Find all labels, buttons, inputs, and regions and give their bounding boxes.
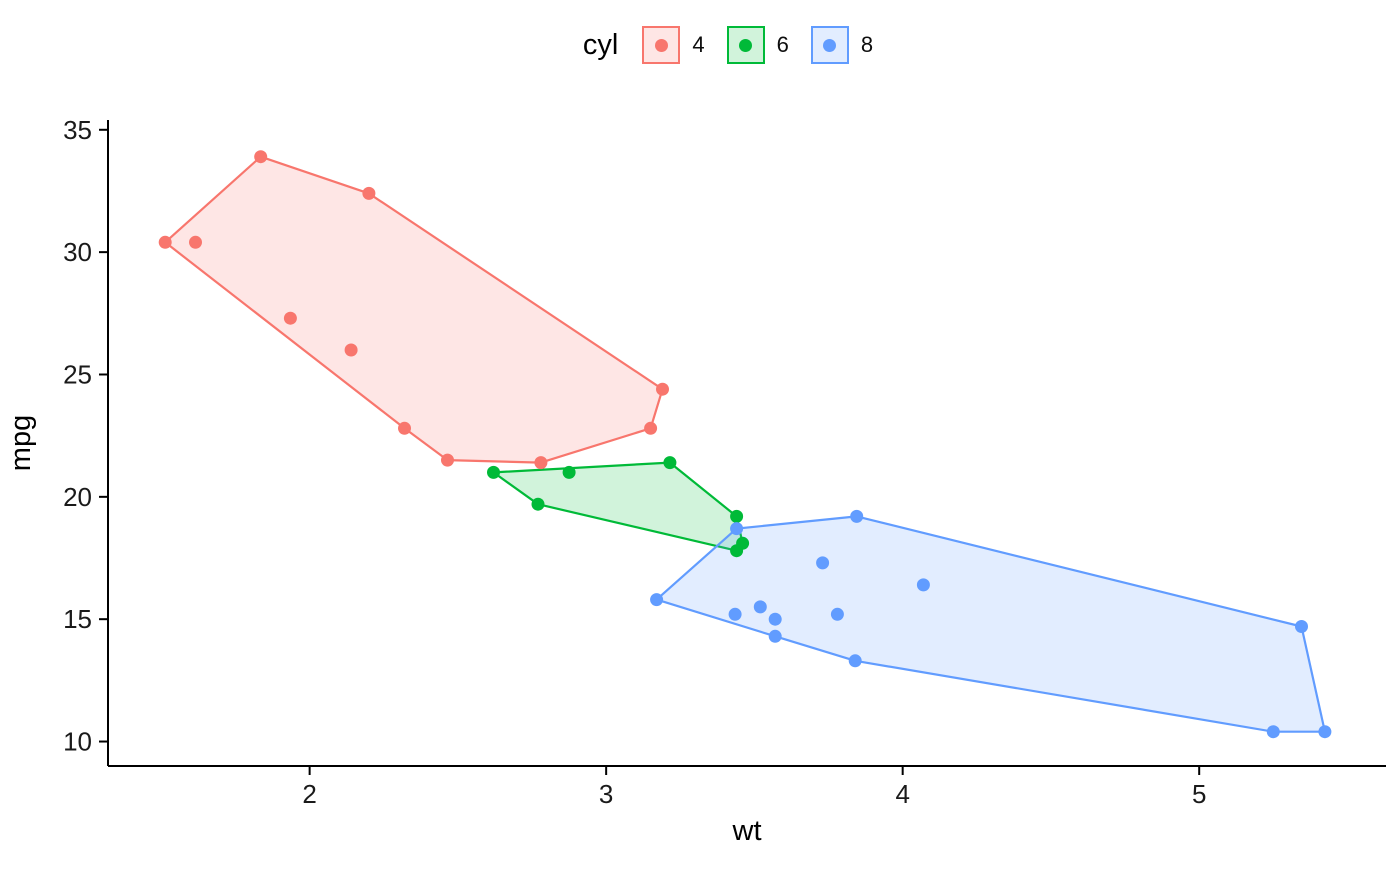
y-tick-label: 30: [63, 237, 92, 267]
x-axis-title: wt: [732, 815, 762, 847]
data-point: [189, 235, 202, 249]
data-point: [441, 453, 454, 467]
legend-key-swatch-8: [810, 26, 849, 64]
data-point: [1318, 725, 1332, 739]
points-cyl-6: [487, 456, 750, 558]
legend-point-icon: [823, 38, 837, 52]
legend: cyl 4 6 8: [28, 0, 1400, 84]
data-point: [656, 382, 669, 396]
data-point: [398, 421, 411, 435]
data-point: [531, 497, 545, 511]
hull-cyl-8: [655, 515, 1327, 733]
legend-label-4: 4: [692, 32, 705, 57]
hulls-layer: [164, 155, 1327, 733]
hull-cyl-6: [492, 461, 744, 552]
legend-label-8: 8: [860, 32, 874, 57]
scatter-plot: 2 3 4 5 10 15 20 25 30 35 wt mpg: [5, 115, 1386, 847]
data-point: [1295, 620, 1308, 633]
legend-label-6: 6: [776, 32, 789, 57]
data-point: [344, 343, 358, 357]
hull-cyl-4: [164, 155, 664, 464]
data-point: [730, 522, 744, 536]
x-tick-label: 5: [1192, 779, 1206, 809]
data-point: [730, 544, 744, 558]
x-tick-label: 4: [895, 779, 909, 809]
legend-point-icon: [654, 38, 668, 52]
data-point: [644, 421, 658, 435]
legend-title: cyl: [582, 28, 619, 61]
data-point: [816, 556, 830, 570]
data-point: [830, 607, 844, 621]
data-point: [768, 612, 782, 626]
points-layer: [158, 150, 1332, 739]
data-point: [158, 235, 172, 249]
data-point: [728, 607, 742, 621]
legend-key-swatch-4: [642, 26, 681, 64]
x-tick-label: 3: [599, 779, 613, 809]
data-point: [848, 654, 862, 668]
x-tick-label: 2: [302, 779, 316, 809]
y-tick-label: 35: [63, 115, 92, 145]
legend-items: 4 6 8: [642, 26, 873, 64]
data-point: [768, 629, 782, 643]
y-tick-label: 10: [63, 727, 92, 757]
data-point: [663, 456, 677, 470]
data-point: [1266, 725, 1280, 739]
points-cyl-8: [650, 509, 1332, 739]
y-axis-title: mpg: [5, 415, 37, 471]
data-point: [730, 509, 744, 523]
data-point: [362, 186, 376, 200]
points-cyl-4: [158, 150, 669, 470]
data-point: [753, 600, 767, 614]
data-point: [487, 465, 500, 479]
data-point: [562, 465, 576, 479]
y-tick-label: 25: [63, 359, 92, 389]
data-point: [916, 578, 930, 592]
legend-key-swatch-6: [726, 26, 765, 64]
y-tick-label: 20: [63, 482, 92, 512]
legend-item-6: 6: [726, 26, 789, 64]
data-point: [254, 150, 268, 164]
legend-point-icon: [739, 38, 753, 52]
y-tick-label: 15: [63, 604, 92, 634]
data-point: [850, 509, 864, 523]
data-point: [650, 593, 664, 607]
legend-item-8: 8: [810, 26, 874, 64]
data-point: [534, 456, 548, 470]
data-point: [283, 311, 297, 325]
legend-item-4: 4: [642, 26, 705, 64]
